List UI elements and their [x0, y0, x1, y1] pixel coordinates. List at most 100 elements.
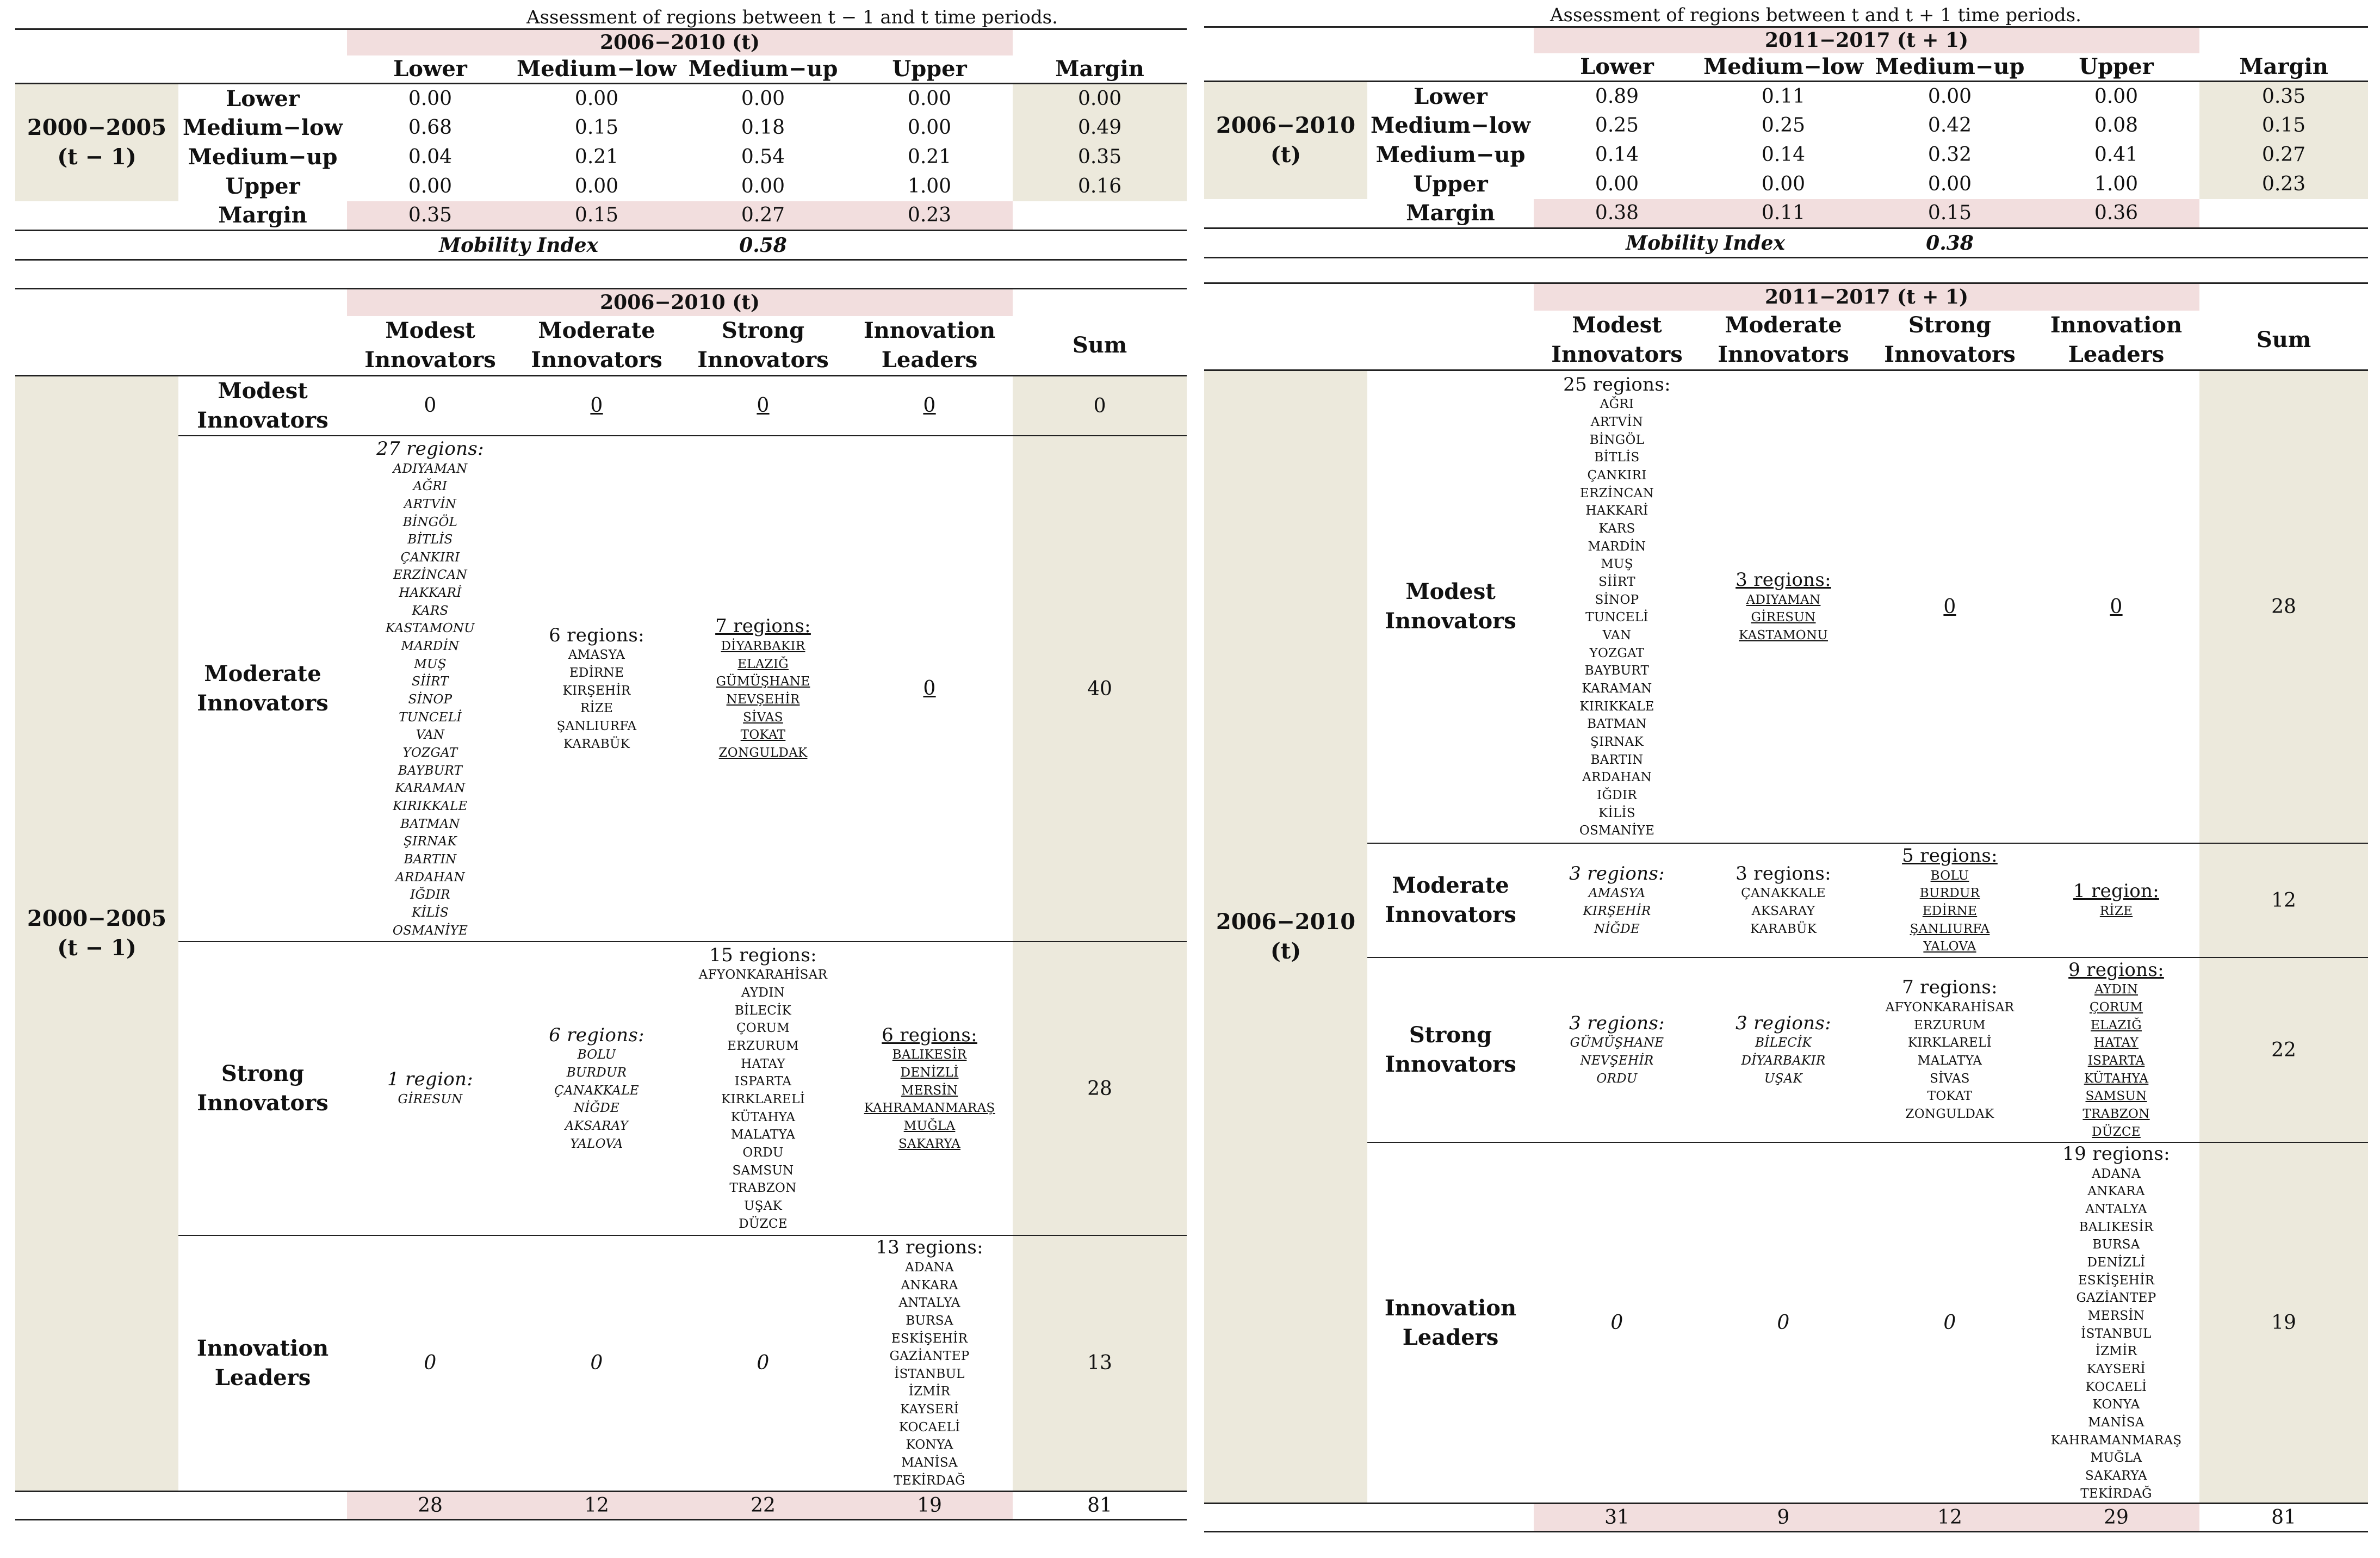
region-name: GİRESUN	[1751, 610, 1816, 625]
region-name: ŞANLIURFA	[1910, 922, 1990, 936]
region-name: KARAMAN	[1582, 681, 1652, 696]
col-header: Sum	[1072, 332, 1127, 358]
region-name: DÜZCE	[2092, 1124, 2141, 1139]
region-name: HAKKARİ	[1585, 504, 1648, 518]
region-name: İSTANBUL	[2081, 1326, 2152, 1341]
cell-value: 0.00	[2033, 81, 2199, 111]
region-count: 13 regions:	[876, 1236, 983, 1259]
region-name: MARDİN	[1588, 539, 1646, 554]
region-name: OSMANİYE	[1579, 824, 1655, 838]
cell-value: 1.00	[907, 175, 952, 197]
region-name: IĞDIR	[1597, 788, 1637, 802]
region-name: KARAMAN	[395, 781, 466, 796]
region-name: BİNGÖL	[402, 515, 458, 529]
region-name: UŞAK	[743, 1199, 783, 1213]
region-name: UŞAK	[1764, 1071, 1803, 1086]
region-name: BATMAN	[1587, 717, 1647, 732]
region-name: İSTANBUL	[894, 1367, 965, 1381]
region-cell: 7 regions: DİYARBAKIR ELAZIĞ GÜMÜŞHANE NEVŞE…	[680, 435, 846, 942]
region-name: DENİZLİ	[2087, 1256, 2146, 1270]
cell-value: 0.00	[907, 116, 952, 139]
region-count: 3 regions:	[1569, 1012, 1665, 1034]
region-name: ORDU	[742, 1146, 784, 1160]
class-row: Innovation Leaders 0 0 0 19 regions: ADANA ANKA…	[1204, 1142, 2368, 1504]
region-name: BURDUR	[1919, 886, 1980, 901]
region-cell: 0	[846, 375, 1013, 436]
region-zero: 0	[1943, 1312, 1956, 1334]
region-name: SİİRT	[412, 675, 449, 689]
region-name: TRABZON	[729, 1181, 797, 1196]
region-name: GÜMÜŞHANE	[1570, 1036, 1664, 1050]
row-label: Upper	[1413, 171, 1488, 197]
col-header: Upper	[2079, 54, 2154, 80]
region-name: BİLECİK	[1755, 1036, 1812, 1050]
col-margin: 0.15	[1867, 199, 2033, 228]
class-row-label: Moderate Innovators	[178, 435, 347, 942]
cell-value: 0.32	[1927, 144, 1972, 166]
row-label: Medium−low	[182, 115, 343, 140]
region-name: ERZURUM	[727, 1039, 799, 1054]
total-cell: 31	[1534, 1503, 1700, 1533]
row-label: Lower	[1367, 81, 1534, 111]
total-cell: 9	[1700, 1503, 1867, 1533]
region-name: ÇANKIRI	[400, 550, 460, 565]
region-name: ARDAHAN	[395, 870, 465, 885]
region-name: AĞRI	[1600, 397, 1634, 412]
region-name: EDİRNE	[569, 666, 624, 681]
region-cell: 0	[513, 375, 680, 436]
region-name: KOCAELİ	[898, 1420, 960, 1435]
region-name: GAZİANTEP	[889, 1349, 970, 1364]
region-name: MUĞLA	[2090, 1451, 2142, 1466]
region-name: IĞDIR	[410, 888, 450, 902]
table-caption: Assessment of regions between t − 1 and …	[526, 7, 1058, 28]
row-period-label: 2000−2005 (t − 1)	[15, 83, 178, 201]
total-cell: 81	[1013, 1490, 1187, 1520]
cell-value: 0.08	[2094, 114, 2139, 137]
total-cell: 22	[680, 1490, 846, 1520]
region-name: GÜMÜŞHANE	[716, 675, 810, 689]
region-cell: 6 regions: BALIKESİR DENİZLİ MERSİN KAHRAMAN…	[846, 941, 1013, 1235]
cell-value: 0.54	[741, 146, 785, 168]
region-cell: 0	[347, 375, 513, 436]
region-name: SAKARYA	[898, 1136, 960, 1151]
region-name: ÇANAKKALE	[1741, 886, 1826, 901]
col-header: Upper	[892, 56, 967, 82]
region-name: ANTALYA	[2085, 1202, 2147, 1217]
class-row-label: Strong Innovators	[178, 941, 347, 1235]
region-cell: 7 regions: AFYONKARAHİSAR ERZURUM KIRKLAREL…	[1867, 957, 2033, 1142]
region-name: KARS	[412, 603, 449, 618]
col-margin: 0.36	[2033, 199, 2199, 228]
region-cell: 3 regions: GÜMÜŞHANE NEVŞEHİR ORDU	[1534, 957, 1700, 1142]
col-header: Medium−low	[1703, 54, 1864, 80]
region-name: SAMSUN	[732, 1163, 794, 1178]
row-label: Medium−low	[1370, 113, 1531, 138]
col-margin: 0.38	[1534, 199, 1700, 228]
row-sum: 13	[1013, 1235, 1187, 1491]
region-name: BURDUR	[566, 1066, 627, 1080]
region-name: KOCAELİ	[2085, 1380, 2147, 1394]
region-name: AMASYA	[568, 648, 625, 663]
region-cell: 0	[1700, 1142, 1867, 1504]
region-name: BAYBURT	[1584, 664, 1650, 678]
col-margin: 0.35	[347, 201, 513, 231]
region-name: İZMİR	[2095, 1344, 2137, 1359]
region-cell: 5 regions: BOLU BURDUR EDİRNE ŞANLIURFA YALOV…	[1867, 843, 2033, 957]
col-header: Lower	[393, 56, 467, 82]
region-cell: 13 regions: ADANA ANKARA ANTALYA BURSA ESKİŞE…	[846, 1235, 1013, 1491]
col-margin: 0.27	[680, 201, 846, 231]
class-row: Strong Innovators 1 region: GİRESUN 6 region…	[15, 941, 1187, 1235]
region-name: ISPARTA	[2087, 1054, 2145, 1068]
region-name: KASTAMONU	[386, 621, 475, 636]
mobility-index-label: Mobility Index	[1367, 227, 1867, 258]
region-name: KÜTAHYA	[2084, 1071, 2149, 1086]
region-name: SİVAS	[1930, 1071, 1970, 1086]
region-count: 3 regions:	[1736, 568, 1831, 591]
region-name: KAHRAMANMARAŞ	[2050, 1433, 2182, 1448]
region-cell: 25 regions: AĞRI ARTVİN BİNGÖL BİTLİS ÇANKIRI…	[1534, 369, 1700, 843]
cell-value: 0.25	[1761, 114, 1806, 137]
row-label: Lower	[178, 83, 347, 113]
region-name: BURSA	[906, 1313, 953, 1328]
table-caption: Assessment of regions between t and t + …	[1550, 4, 2081, 26]
total-cell: 19	[846, 1490, 1013, 1520]
col-margin: 0.11	[1700, 199, 1867, 228]
